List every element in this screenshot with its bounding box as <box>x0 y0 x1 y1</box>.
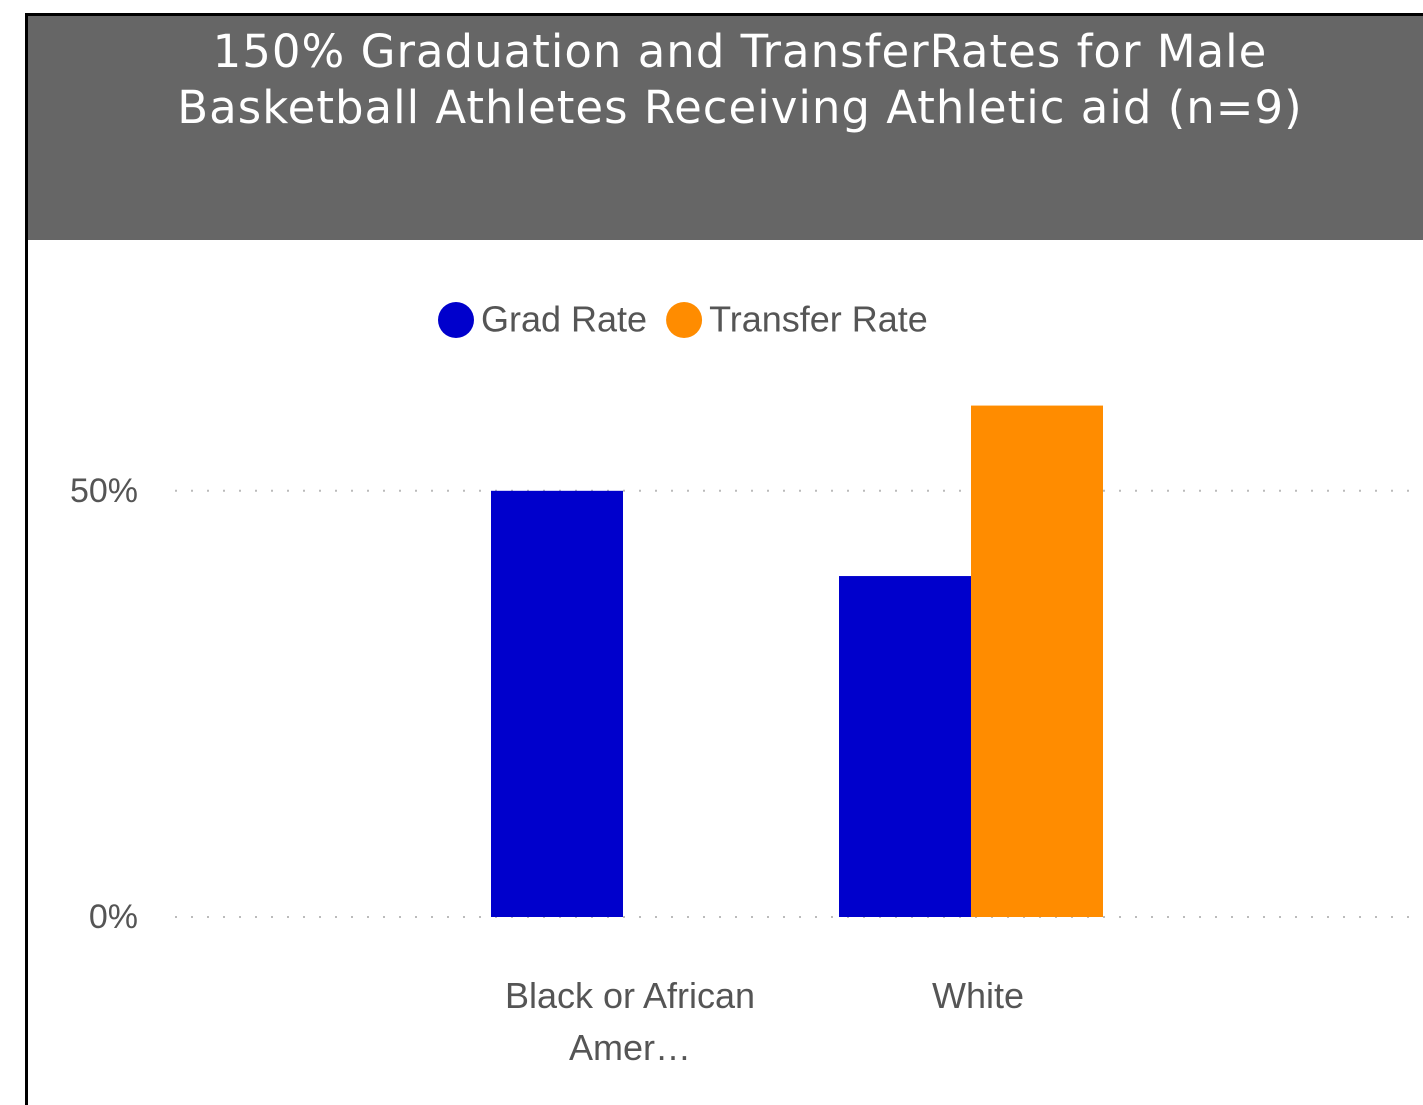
legend-label: Grad Rate <box>481 299 647 340</box>
x-tick-label: Black or African Amer… <box>504 975 756 1068</box>
bar <box>971 405 1103 917</box>
bar <box>491 490 623 917</box>
legend-label: Transfer Rate <box>709 299 928 340</box>
y-tick-label: 50% <box>70 472 138 510</box>
title-band <box>28 16 1423 240</box>
legend-marker <box>438 302 474 338</box>
bar <box>839 576 971 917</box>
legend-marker <box>666 302 703 338</box>
x-tick-label: White <box>931 975 1025 1016</box>
y-tick-label: 0% <box>89 898 138 936</box>
chart-title: 150% Graduation and TransferRates for Ma… <box>177 25 1303 134</box>
frame <box>25 13 1423 1105</box>
